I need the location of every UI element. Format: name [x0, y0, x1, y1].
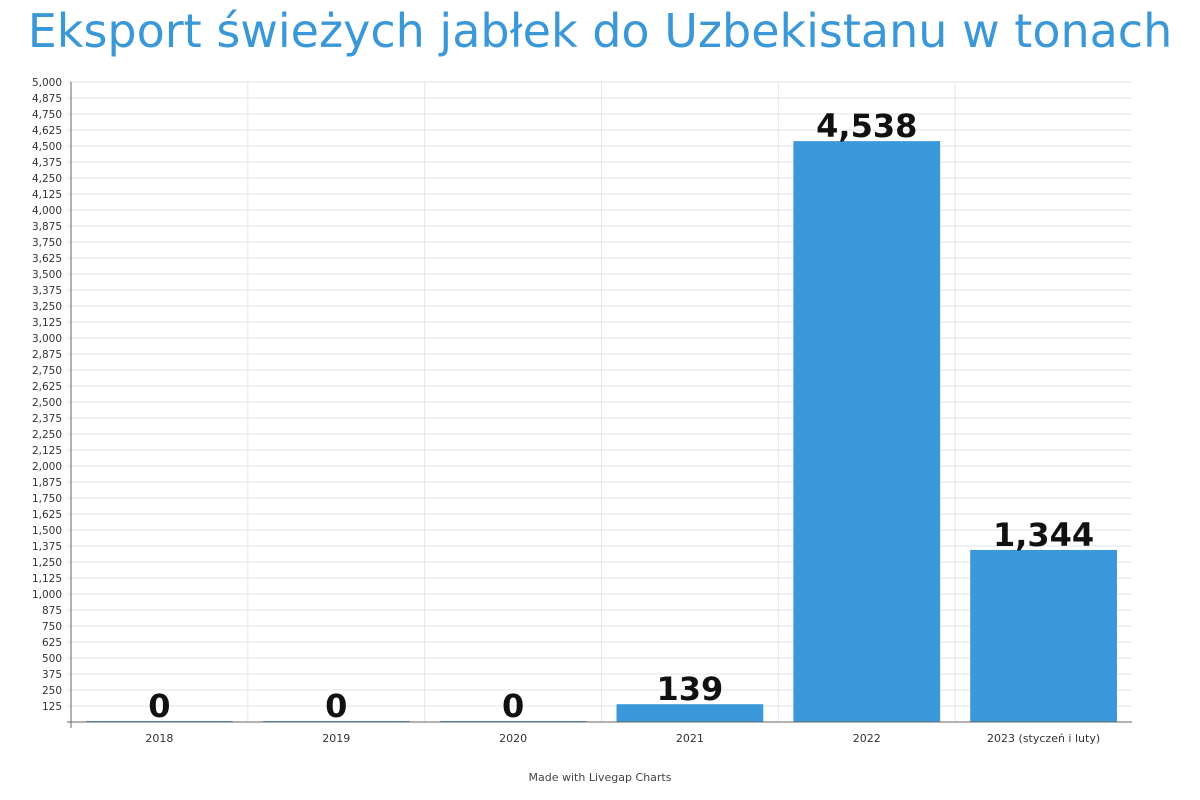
- y-tick-label: 2,500: [32, 397, 62, 409]
- y-tick-label: 2,750: [32, 365, 62, 377]
- y-tick-label: 375: [42, 669, 62, 681]
- x-tick-label: 2022: [853, 732, 881, 745]
- y-tick-label: 3,250: [32, 301, 62, 313]
- x-tick-label: 2023 (styczeń i luty): [987, 732, 1100, 745]
- chart-title: Eksport świeżych jabłek do Uzbekistanu w…: [27, 4, 1173, 58]
- chart-credit: Made with Livegap Charts: [528, 771, 672, 784]
- bars: [86, 141, 1117, 723]
- labels: 125 250 375 500 625 750 875 1,000 1,125 1,250 1,37…: [32, 77, 1100, 745]
- x-tick-label: 2018: [145, 732, 173, 745]
- y-tick-label: 4,375: [32, 157, 62, 169]
- y-tick-label: 4,750: [32, 109, 62, 121]
- y-tick-label: 4,625: [32, 125, 62, 137]
- y-tick-label: 2,625: [32, 381, 62, 393]
- y-tick-label: 4,000: [32, 205, 62, 217]
- y-tick-label: 125: [42, 701, 62, 713]
- y-tick-label: 4,125: [32, 189, 62, 201]
- y-tick-label: 5,000: [32, 77, 62, 89]
- y-tick-label: 4,250: [32, 173, 62, 185]
- y-tick-label: 3,125: [32, 317, 62, 329]
- data-label: 0: [325, 687, 347, 725]
- x-tick-label: 2019: [322, 732, 350, 745]
- x-tick-label: 2021: [676, 732, 704, 745]
- y-tick-label: 2,250: [32, 429, 62, 441]
- y-tick-label: 1,375: [32, 541, 62, 553]
- y-tick-label: 4,875: [32, 93, 62, 105]
- y-tick-label: 3,000: [32, 333, 62, 345]
- bar: [793, 141, 941, 723]
- y-tick-label: 250: [42, 685, 62, 697]
- data-label: 4,538: [816, 107, 917, 145]
- data-label: 139: [657, 670, 724, 708]
- y-tick-label: 3,750: [32, 237, 62, 249]
- bar: [970, 549, 1117, 722]
- data-label: 0: [148, 687, 170, 725]
- y-tick-label: 3,625: [32, 253, 62, 265]
- y-tick-label: 3,875: [32, 221, 62, 233]
- y-tick-label: 1,750: [32, 493, 62, 505]
- y-tick-label: 1,125: [32, 573, 62, 585]
- y-tick-label: 4,500: [32, 141, 62, 153]
- y-tick-label: 1,000: [32, 589, 62, 601]
- y-tick-label: 1,625: [32, 509, 62, 521]
- y-tick-label: 500: [42, 653, 62, 665]
- y-tick-label: 3,500: [32, 269, 62, 281]
- y-tick-label: 2,375: [32, 413, 62, 425]
- grid-lines: [67, 81, 1132, 722]
- y-tick-label: 2,000: [32, 461, 62, 473]
- y-tick-label: 750: [42, 621, 62, 633]
- y-tick-label: 1,500: [32, 525, 62, 537]
- data-label: 1,344: [993, 516, 1094, 554]
- data-label: 0: [502, 687, 524, 725]
- y-tick-label: 2,125: [32, 445, 62, 457]
- y-tick-label: 3,375: [32, 285, 62, 297]
- axes: [67, 82, 1132, 728]
- y-tick-label: 2,875: [32, 349, 62, 361]
- y-tick-label: 875: [42, 605, 62, 617]
- y-tick-label: 625: [42, 637, 62, 649]
- y-tick-label: 1,875: [32, 477, 62, 489]
- bar: [616, 704, 764, 722]
- x-tick-label: 2020: [499, 732, 527, 745]
- y-tick-label: 1,250: [32, 557, 62, 569]
